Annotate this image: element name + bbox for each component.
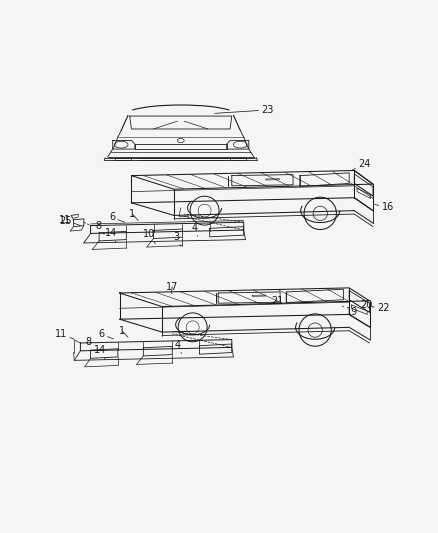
Text: 1: 1 bbox=[119, 326, 128, 337]
Text: 20: 20 bbox=[356, 300, 371, 310]
Text: 10: 10 bbox=[143, 230, 155, 244]
Text: 24: 24 bbox=[352, 159, 370, 170]
Text: 23: 23 bbox=[214, 105, 273, 115]
Text: 6: 6 bbox=[99, 329, 113, 340]
Text: 8: 8 bbox=[85, 337, 94, 351]
Text: 8: 8 bbox=[95, 221, 104, 235]
Text: 4: 4 bbox=[174, 340, 181, 353]
Text: 17: 17 bbox=[166, 282, 178, 294]
Text: 11: 11 bbox=[55, 329, 74, 340]
Text: 3: 3 bbox=[173, 232, 180, 246]
Text: 6: 6 bbox=[109, 213, 124, 222]
Text: 21: 21 bbox=[270, 296, 283, 306]
Text: 25: 25 bbox=[59, 215, 78, 225]
Text: 16: 16 bbox=[374, 202, 393, 212]
Text: 11: 11 bbox=[59, 215, 80, 225]
Text: 14: 14 bbox=[93, 345, 106, 359]
Text: 14: 14 bbox=[105, 229, 117, 243]
Text: 22: 22 bbox=[370, 303, 389, 313]
Text: 19: 19 bbox=[342, 306, 358, 317]
Text: 4: 4 bbox=[191, 223, 198, 236]
Text: 1: 1 bbox=[129, 209, 138, 221]
